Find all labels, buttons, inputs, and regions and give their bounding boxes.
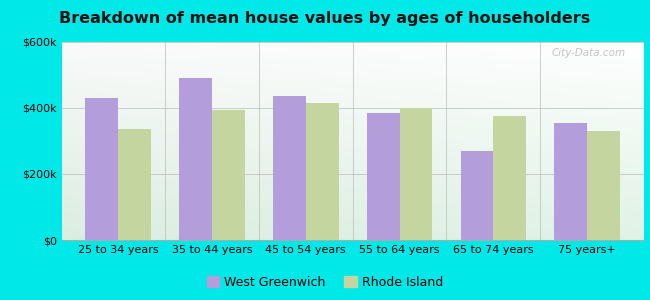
- Bar: [367, 113, 400, 240]
- Bar: [461, 151, 493, 240]
- Bar: [273, 96, 306, 240]
- Text: City-Data.com: City-Data.com: [552, 48, 626, 58]
- Bar: [118, 129, 151, 240]
- Bar: [587, 131, 620, 240]
- Bar: [179, 78, 212, 240]
- Legend: West Greenwich, Rhode Island: West Greenwich, Rhode Island: [202, 271, 448, 294]
- Bar: [400, 108, 432, 240]
- Bar: [554, 123, 587, 240]
- Text: Breakdown of mean house values by ages of householders: Breakdown of mean house values by ages o…: [59, 11, 591, 26]
- Bar: [212, 110, 244, 240]
- Bar: [306, 103, 339, 240]
- Bar: [493, 116, 526, 240]
- Bar: [85, 98, 118, 240]
